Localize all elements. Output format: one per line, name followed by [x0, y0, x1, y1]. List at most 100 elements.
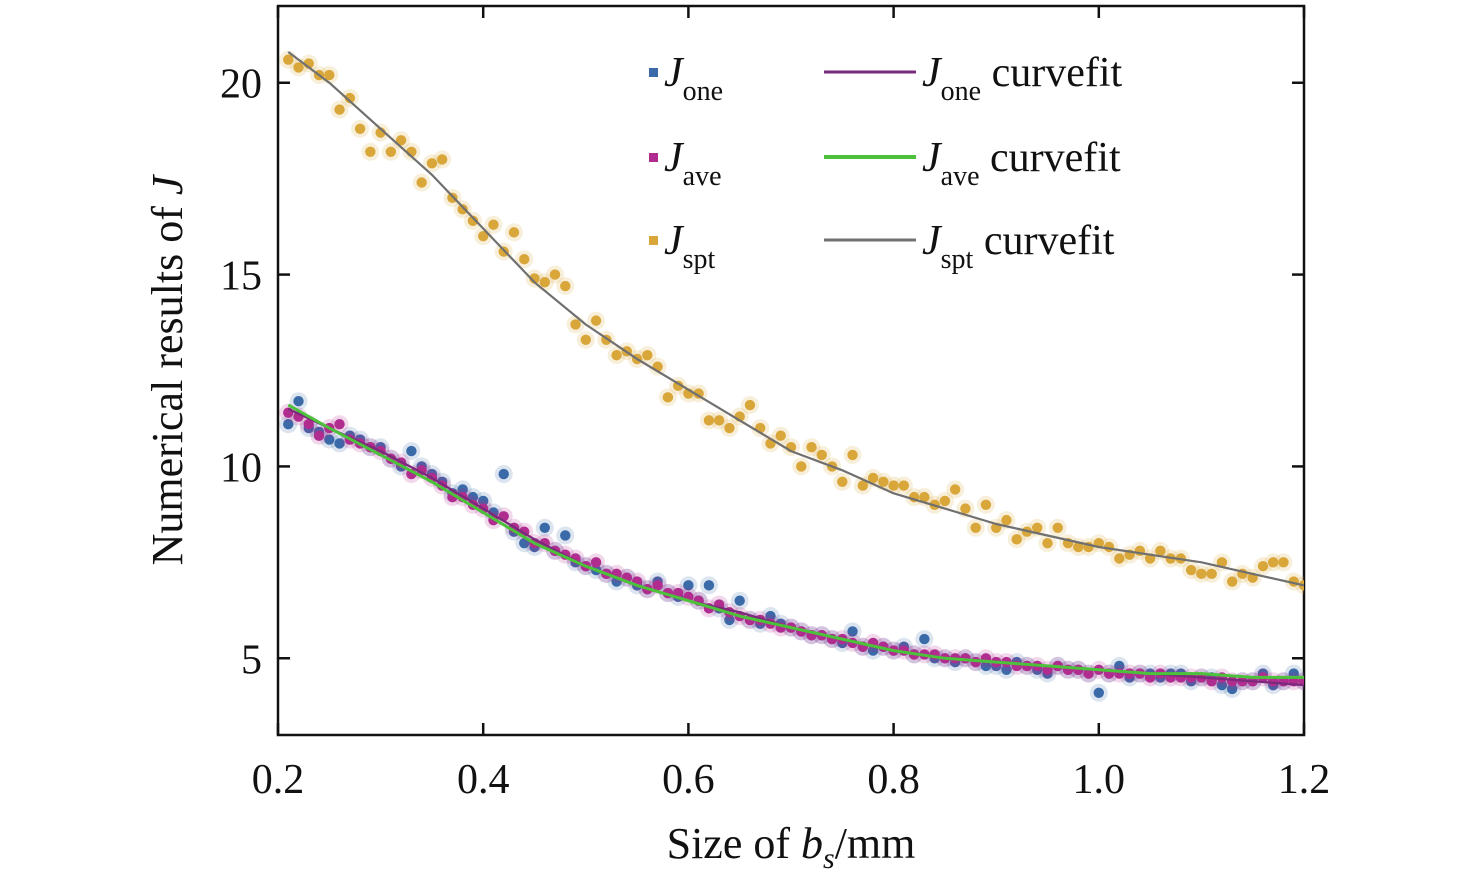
x-axis-title-unit: /mm	[835, 819, 916, 868]
plot-area	[276, 4, 1306, 737]
legend-label-suffix: curvefit	[973, 218, 1114, 264]
data-point	[847, 449, 858, 461]
legend-label: Jspt curvefit	[922, 218, 1115, 275]
data-point	[744, 399, 756, 411]
series-j_spt-curvefit	[287, 51, 1304, 587]
data-point	[488, 219, 499, 230]
data-point	[395, 135, 407, 146]
data-point	[283, 419, 294, 430]
data-point	[385, 146, 397, 157]
legend-marker	[649, 236, 658, 245]
data-point	[324, 69, 335, 81]
data-point	[1052, 522, 1063, 534]
data-point	[1268, 557, 1279, 568]
data-point	[919, 633, 930, 645]
y-axis-title-text: Numerical results of	[143, 195, 192, 565]
legend-label: Jone	[664, 50, 723, 107]
data-point	[1216, 557, 1228, 568]
data-point	[796, 461, 807, 472]
data-point	[888, 480, 899, 491]
legend-marker	[649, 153, 658, 162]
data-point	[436, 154, 448, 165]
legend-label-suffix: curvefit	[980, 135, 1121, 181]
data-point	[1185, 564, 1197, 576]
x-axis-title-sub: s	[823, 842, 835, 875]
data-point	[590, 557, 602, 568]
legend-label-var: J	[664, 218, 685, 264]
data-point	[1114, 660, 1125, 672]
data-point	[703, 415, 715, 426]
legend-label-sub: ave	[683, 161, 722, 192]
data-point	[724, 614, 735, 626]
data-point	[1042, 537, 1053, 549]
data-point	[847, 626, 858, 637]
series-line	[287, 403, 1304, 679]
data-point	[1226, 576, 1238, 587]
data-point	[560, 530, 571, 541]
data-point	[467, 215, 479, 227]
data-point	[570, 319, 581, 330]
data-point	[970, 522, 981, 534]
legend-label-sub: one	[683, 76, 723, 107]
data-point	[683, 580, 694, 591]
data-point	[939, 495, 951, 507]
data-point	[560, 280, 571, 292]
data-point	[713, 415, 725, 426]
legend-label: Jone curvefit	[922, 50, 1123, 107]
x-tick-label: 0.2	[252, 757, 305, 803]
data-point	[293, 62, 304, 73]
data-point	[1216, 679, 1228, 691]
data-point	[580, 334, 591, 346]
data-point	[662, 392, 674, 403]
y-tick-label: 15	[220, 254, 262, 300]
legend-label-sub: spt	[683, 244, 716, 275]
legend-label: Jave curvefit	[922, 135, 1121, 192]
legend-label-sub: ave	[941, 161, 980, 192]
y-tick-label: 5	[241, 637, 262, 683]
x-tick-label: 0.8	[867, 757, 920, 803]
data-point	[867, 472, 879, 484]
data-point	[478, 231, 489, 242]
data-point	[1155, 545, 1166, 557]
data-point	[878, 476, 889, 487]
data-point	[498, 468, 509, 480]
series-line	[287, 51, 1304, 587]
data-point	[1093, 687, 1105, 698]
x-axis-title: Size of bs/mm	[667, 819, 916, 875]
data-point	[590, 315, 602, 326]
data-point	[1257, 560, 1269, 572]
data-point	[1196, 568, 1207, 580]
data-point	[1073, 541, 1084, 553]
data-point	[508, 227, 520, 238]
y-axis-title: Numerical results of J	[143, 173, 192, 565]
data-point	[898, 480, 910, 491]
data-point	[703, 580, 715, 591]
data-point	[1032, 522, 1043, 534]
data-point	[549, 269, 561, 280]
data-point	[611, 349, 622, 361]
data-point	[334, 438, 345, 449]
data-point	[303, 419, 314, 430]
x-axis-title-var: b	[801, 819, 823, 868]
data-point	[857, 480, 869, 491]
data-point	[960, 503, 971, 514]
data-point	[1001, 514, 1012, 526]
data-point	[765, 610, 776, 622]
legend-marker	[649, 68, 658, 77]
legend-label-var: J	[922, 135, 943, 181]
data-point	[313, 430, 325, 441]
data-point	[775, 430, 786, 441]
legend-label-sub: spt	[941, 244, 974, 275]
data-point	[919, 491, 930, 503]
data-point	[980, 499, 992, 510]
legend-label-var: J	[922, 218, 943, 264]
data-point	[642, 349, 653, 361]
x-tick-label: 0.4	[457, 757, 510, 803]
data-point	[334, 104, 345, 115]
data-point	[1114, 553, 1125, 564]
legend-label-var: J	[922, 50, 943, 96]
data-point	[457, 204, 468, 215]
data-point	[949, 484, 961, 495]
x-tick-label: 1.2	[1278, 757, 1331, 803]
